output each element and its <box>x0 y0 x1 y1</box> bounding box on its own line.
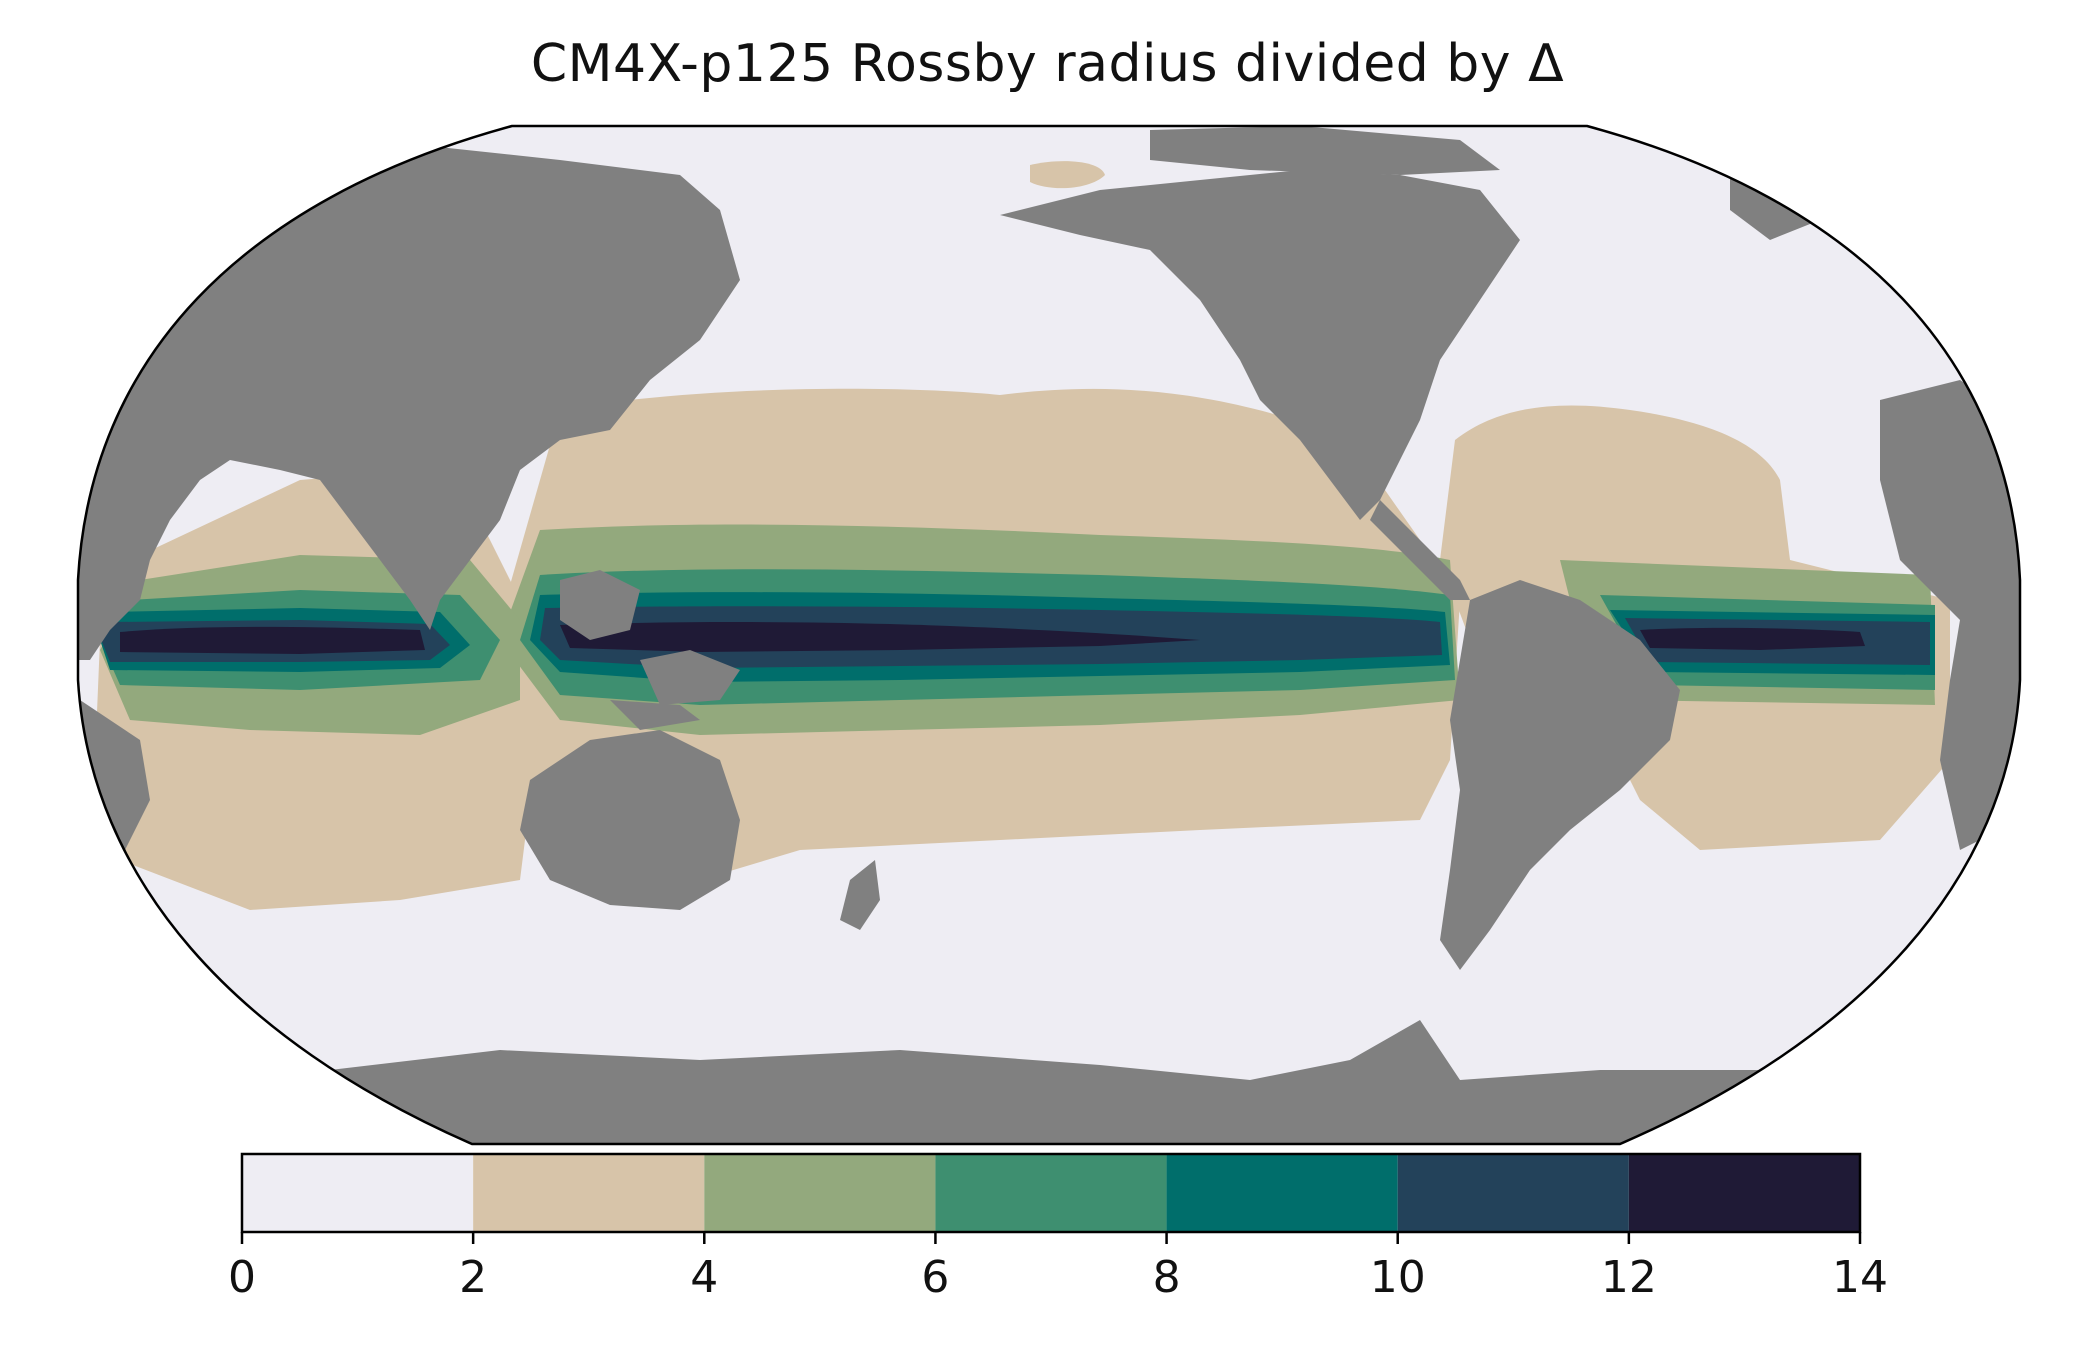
colorbar-segment <box>1166 1154 1398 1232</box>
colorbar-segment <box>1397 1154 1629 1232</box>
colorbar-segment <box>935 1154 1167 1232</box>
colorbar-tick-label: 12 <box>1601 1252 1657 1303</box>
colorbar-tick-label: 8 <box>1153 1252 1181 1303</box>
map-title: CM4X-p125 Rossby radius divided by Δ <box>530 34 1565 94</box>
colorbar-tick-label: 2 <box>459 1252 487 1303</box>
map-area <box>78 126 2020 1144</box>
colorbar-segment <box>242 1154 474 1232</box>
colorbar-segment <box>704 1154 936 1232</box>
colorbar-tick-label: 6 <box>921 1252 949 1303</box>
colorbar-frame <box>240 1152 1862 1234</box>
colorbar-segment <box>473 1154 705 1232</box>
colorbar-tick-label: 14 <box>1832 1252 1888 1303</box>
globe-outline <box>76 124 2022 1146</box>
colorbar-tick-label: 0 <box>228 1252 256 1303</box>
colorbar-tick-label: 10 <box>1370 1252 1426 1303</box>
colorbar-segment <box>1628 1154 1860 1232</box>
colorbar: 0 2 4 6 8 10 12 14 <box>228 1152 1888 1303</box>
colorbar-tick-label: 4 <box>690 1252 718 1303</box>
band-12-14 <box>120 622 1865 654</box>
